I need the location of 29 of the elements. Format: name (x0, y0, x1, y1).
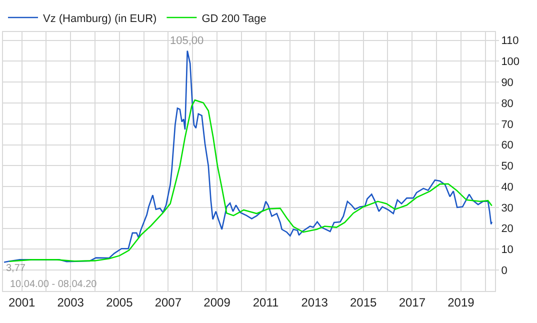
x-tick-label: 2005 (106, 295, 134, 310)
x-tick-label: 2009 (204, 295, 231, 310)
y-tick-label: 40 (501, 181, 514, 194)
line-series (3, 50, 493, 263)
y-tick-label: 70 (501, 118, 514, 131)
y-tick-label: 100 (501, 56, 520, 68)
x-tick-label: 2017 (398, 295, 426, 310)
annotation: 3,77 (6, 263, 26, 274)
y-tick-label: 110 (501, 35, 519, 48)
legend-label: GD 200 Tage (202, 12, 266, 25)
y-tick-label: 20 (501, 223, 514, 236)
y-tick-label: 60 (501, 140, 514, 152)
annotation: 105,00 (170, 35, 204, 47)
y-tick-label: 50 (501, 160, 514, 173)
y-tick-label: 0 (501, 264, 508, 277)
x-tick-label: 2003 (57, 295, 84, 310)
y-tick-label: 90 (501, 76, 514, 89)
x-tick-label: 2015 (350, 295, 378, 310)
x-tick-label: 2013 (301, 295, 328, 310)
x-tick-label: 2019 (448, 295, 475, 310)
y-tick-label: 10 (501, 244, 514, 256)
x-tick-label: 2011 (252, 295, 279, 310)
legend-label: Vz (Hamburg) (in EUR) (43, 12, 157, 25)
annotation: 10.04.00 - 08.04.20 (10, 279, 98, 290)
y-tick-label: 30 (501, 202, 514, 214)
x-tick-label: 2007 (154, 295, 182, 310)
y-tick-label: 80 (501, 98, 514, 110)
line-series (8, 99, 493, 262)
x-tick-label: 2001 (8, 295, 36, 310)
